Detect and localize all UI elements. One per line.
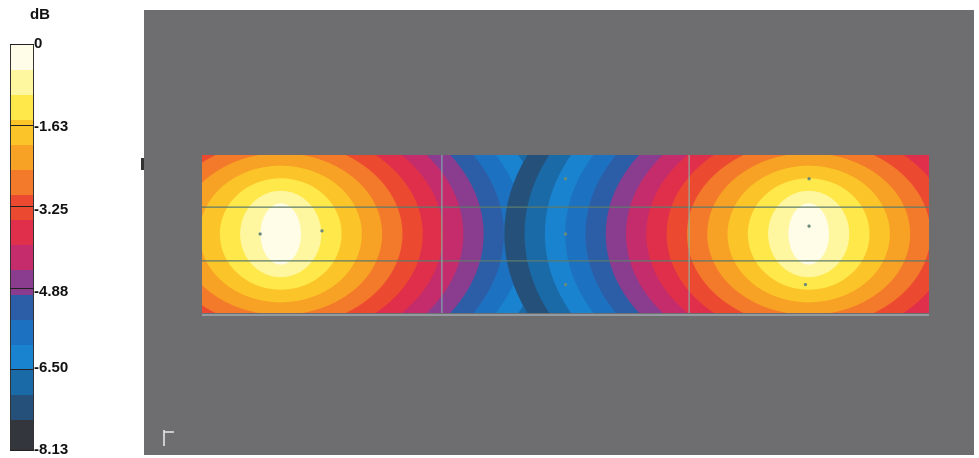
colorbar-band: [11, 344, 33, 371]
colorbar-band: [11, 45, 33, 71]
colorbar-gradient: [10, 44, 34, 450]
measurement-point: [563, 177, 568, 181]
heatmap-svg: [144, 10, 974, 455]
colorbar-tick-mark: [10, 206, 34, 208]
colorbar-unit-label: dB: [30, 6, 50, 23]
colorbar-band: [11, 369, 33, 396]
axis-triad-icon: [163, 430, 174, 446]
colorbar-tick-mark: [10, 287, 34, 289]
measurement-point: [807, 224, 811, 228]
measurement-point: [807, 177, 811, 181]
colorbar-tick-label-5: -8.13: [34, 441, 69, 458]
measurement-point: [320, 229, 324, 233]
colorbar-tick-mark: [10, 125, 34, 127]
view-edge-marker: [141, 158, 144, 170]
colorbar-tick-label-0: 0: [34, 35, 43, 52]
heatmap-view: [144, 10, 974, 455]
colorbar-band: [11, 94, 33, 121]
colorbar-band: [11, 394, 33, 421]
colorbar-band: [11, 169, 33, 196]
colorbar-tick-label-2: -3.25: [34, 201, 69, 218]
colorbar-band: [11, 144, 33, 171]
colorbar-tick-label-1: -1.63: [34, 118, 69, 135]
colorbar-band: [11, 119, 33, 146]
colorbar-tick-label-3: -4.88: [34, 283, 69, 300]
colorbar-legend: dB 0 -1.63 -3.25 -4.88 -6.50 -8.13: [0, 0, 140, 458]
colorbar-band: [11, 194, 33, 221]
colorbar-band: [11, 319, 33, 346]
colorbar-band: [11, 419, 33, 449]
colorbar-band: [11, 244, 33, 271]
measurement-point: [563, 232, 568, 236]
heatmap-contour-right: [788, 203, 829, 265]
colorbar-band: [11, 269, 33, 296]
colorbar-tick-mark: [10, 368, 34, 370]
colorbar-tick-label-4: -6.50: [34, 359, 69, 376]
colorbar-tick-mark: [10, 450, 34, 451]
heatmap-contour-left: [260, 203, 301, 265]
colorbar-band: [11, 219, 33, 246]
measurement-point: [563, 282, 568, 287]
measurement-point: [258, 232, 262, 236]
measurement-point: [803, 282, 808, 287]
colorbar-band: [11, 294, 33, 321]
colorbar-tick-mark: [10, 44, 34, 45]
heatmap-field: [202, 155, 929, 313]
colorbar-band: [11, 69, 33, 96]
